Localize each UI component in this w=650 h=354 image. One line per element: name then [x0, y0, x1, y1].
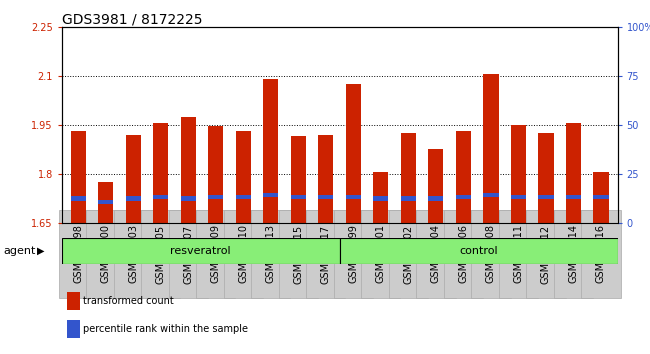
Text: GDS3981 / 8172225: GDS3981 / 8172225 [62, 12, 202, 27]
Bar [456, 195, 471, 199]
Bar [181, 116, 196, 223]
Bar [291, 195, 306, 199]
Bar [208, 126, 224, 223]
Bar [98, 182, 113, 223]
Bar [71, 196, 86, 201]
Bar [339, 238, 618, 264]
Bar [68, 292, 79, 310]
Bar [236, 195, 251, 199]
Bar [428, 149, 443, 223]
Bar [181, 196, 196, 201]
Bar [566, 123, 581, 223]
Text: percentile rank within the sample: percentile rank within the sample [83, 324, 248, 334]
Bar [153, 123, 168, 223]
Bar [401, 133, 416, 223]
Bar [153, 195, 168, 199]
Bar [456, 131, 471, 223]
Bar [346, 195, 361, 199]
Text: control: control [460, 246, 498, 256]
Bar [428, 196, 443, 201]
Text: agent: agent [3, 246, 36, 256]
Text: ▶: ▶ [36, 246, 44, 256]
Bar [98, 200, 113, 204]
Bar [62, 238, 339, 264]
Bar [538, 195, 554, 199]
Bar [593, 195, 608, 199]
Bar [373, 196, 389, 201]
Bar [125, 196, 141, 201]
Bar [566, 195, 581, 199]
Bar [484, 74, 499, 223]
Bar [263, 79, 278, 223]
Bar [511, 125, 526, 223]
Bar [484, 193, 499, 197]
Bar [593, 172, 608, 223]
Bar [68, 320, 79, 338]
Bar [373, 172, 389, 223]
Bar [71, 131, 86, 223]
Bar [346, 84, 361, 223]
Text: transformed count: transformed count [83, 296, 174, 306]
Bar [538, 133, 554, 223]
Bar [236, 131, 251, 223]
Bar [511, 195, 526, 199]
Bar [401, 196, 416, 201]
Bar [291, 136, 306, 223]
Bar [208, 195, 224, 199]
Bar [263, 193, 278, 197]
Bar [125, 135, 141, 223]
Bar [318, 135, 333, 223]
Bar [318, 195, 333, 199]
Text: resveratrol: resveratrol [170, 246, 231, 256]
